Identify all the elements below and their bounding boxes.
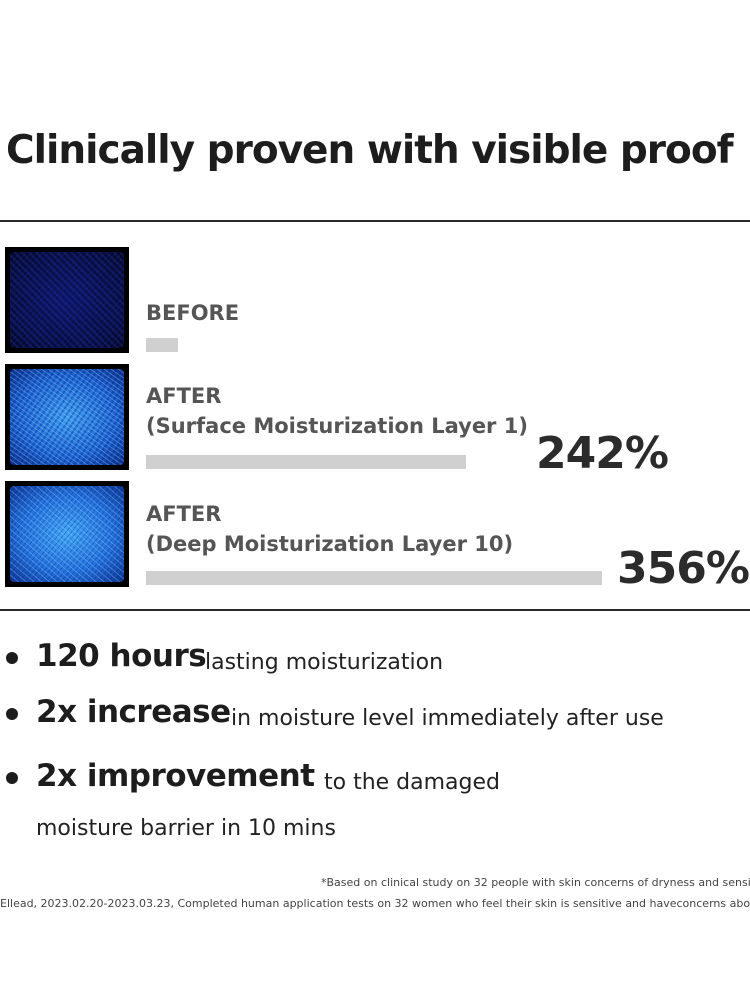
footnote-study: *Based on clinical study on 32 people wi… (321, 876, 750, 889)
benefit-highlight: 120 hours (36, 638, 207, 674)
benefit-text: to the damaged (324, 770, 500, 795)
category-label-before: BEFORE (146, 301, 240, 325)
page-title: Clinically proven with visible proof (6, 128, 734, 173)
category-label-after-surface: AFTER (Surface Moisturization Layer 1) (146, 384, 528, 438)
benefit-highlight: 2x improvement (36, 758, 315, 794)
top-divider (0, 220, 750, 222)
benefit-text: in moisture level immediately after use (231, 706, 664, 731)
after-surface-skin-image (5, 364, 129, 470)
category-label-after-deep: AFTER (Deep Moisturization Layer 10) (146, 502, 514, 556)
benefit-text-continued: moisture barrier in 10 mins (36, 816, 336, 841)
bullet-icon (6, 772, 18, 784)
bar-before (146, 338, 178, 352)
after-deep-skin-image (5, 481, 129, 587)
bar-after-deep (146, 571, 602, 585)
data-label-after-surface: 242% (536, 428, 669, 479)
bullet-icon (6, 708, 18, 720)
footnote-test-details: Ellead, 2023.02.20-2023.03.23, Completed… (0, 897, 750, 910)
bar-after-surface (146, 455, 466, 469)
data-label-after-deep: 356% (617, 543, 750, 594)
before-skin-image (5, 247, 129, 353)
bottom-divider (0, 609, 750, 611)
bullet-icon (6, 652, 18, 664)
benefit-highlight: 2x increase (36, 694, 231, 730)
benefit-text: lasting moisturization (205, 650, 444, 675)
